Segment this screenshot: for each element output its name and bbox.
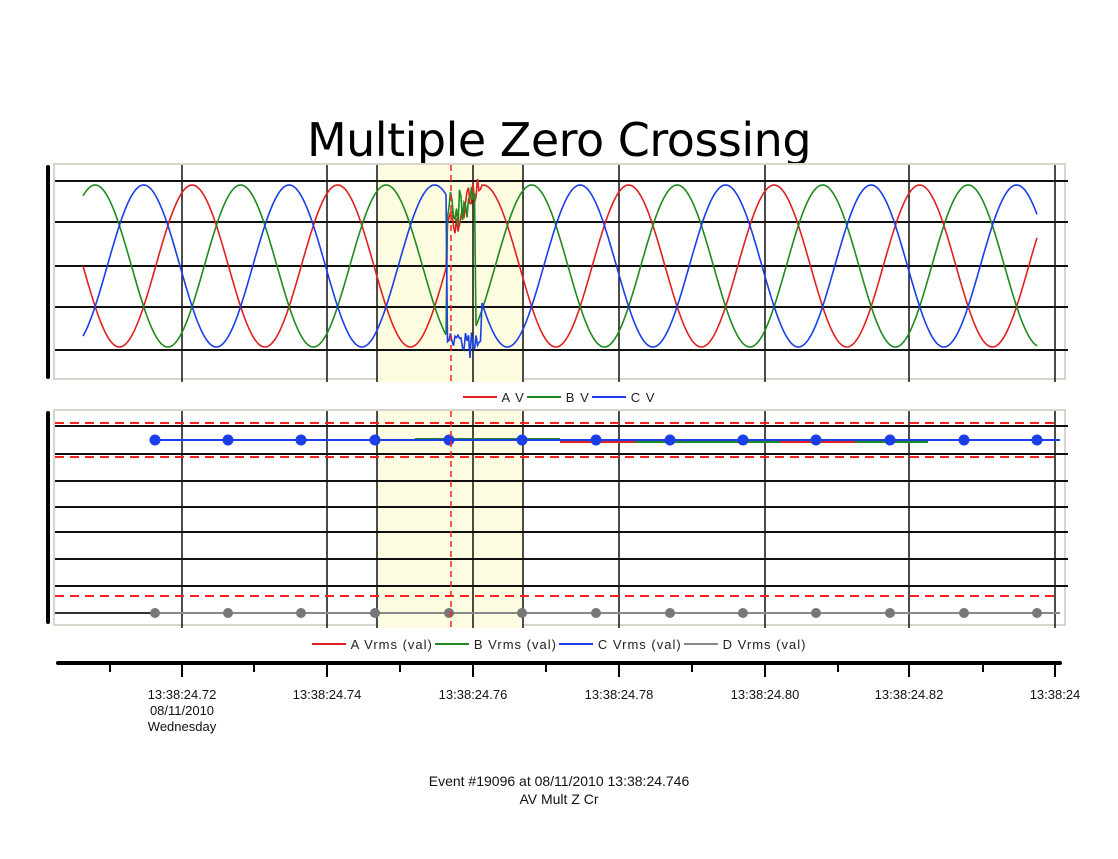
- waveform-plot: [55, 165, 1068, 382]
- time-tick-label: 13:38:24.76: [413, 687, 533, 703]
- legend-swatch: [592, 396, 626, 398]
- tick-text: 13:38:24.82: [849, 687, 969, 703]
- waveform-legend-item: A V: [463, 390, 525, 405]
- legend-label: B Vrms (val): [474, 637, 557, 652]
- legend-swatch: [463, 396, 497, 398]
- tick-text: 13:38:24: [995, 687, 1115, 703]
- time-tick-label: 13:38:24.72 08/11/2010 Wednesday: [122, 687, 242, 735]
- event-line: Event #19096 at 08/11/2010 13:38:24.746: [0, 772, 1118, 790]
- rms-plot: [55, 411, 1068, 628]
- legend-label: B V: [566, 390, 590, 405]
- tick-text: 13:38:24.78: [559, 687, 679, 703]
- time-tick-label: 13:38:24.78: [559, 687, 679, 703]
- legend-swatch: [312, 643, 346, 645]
- time-tick-label: 13:38:24.82: [849, 687, 969, 703]
- rms-legend-item: D Vrms (val): [684, 637, 807, 652]
- legend-label: A Vrms (val): [351, 637, 433, 652]
- tick-text: 08/11/2010: [122, 703, 242, 719]
- time-tick-label: 13:38:24: [995, 687, 1115, 703]
- rms-legend-item: C Vrms (val): [559, 637, 682, 652]
- rms-chart-panel: [53, 409, 1066, 626]
- rms-axis-bar: [46, 411, 50, 624]
- waveform-legend-item: B V: [527, 390, 590, 405]
- time-tick-label: 13:38:24.80: [705, 687, 825, 703]
- tick-text: 13:38:24.76: [413, 687, 533, 703]
- legend-label: C V: [631, 390, 656, 405]
- legend-swatch: [527, 396, 561, 398]
- legend-label: C Vrms (val): [598, 637, 682, 652]
- tick-text: 13:38:24.74: [267, 687, 387, 703]
- legend-swatch: [435, 643, 469, 645]
- slide-title: Multiple Zero Crossing: [0, 110, 1118, 164]
- waveform-chart-panel: [53, 163, 1066, 380]
- waveform-axis-bar: [46, 165, 50, 379]
- rms-legend-item: A Vrms (val): [312, 637, 433, 652]
- time-tick-label: 13:38:24.74: [267, 687, 387, 703]
- legend-swatch: [559, 643, 593, 645]
- rms-legend-item: B Vrms (val): [435, 637, 557, 652]
- tick-text: Wednesday: [122, 719, 242, 735]
- legend-label: D Vrms (val): [723, 637, 807, 652]
- event-type: AV Mult Z Cr: [0, 790, 1118, 808]
- legend-swatch: [684, 643, 718, 645]
- rms-legend: A Vrms (val) B Vrms (val) C Vrms (val) D Vr…: [0, 633, 1118, 652]
- tick-text: 13:38:24.72: [122, 687, 242, 703]
- tick-text: 13:38:24.80: [705, 687, 825, 703]
- event-caption: Event #19096 at 08/11/2010 13:38:24.746 …: [0, 772, 1118, 808]
- waveform-legend-item: C V: [592, 390, 656, 405]
- waveform-legend: A VB VC V: [0, 386, 1118, 405]
- legend-label: A V: [502, 390, 525, 405]
